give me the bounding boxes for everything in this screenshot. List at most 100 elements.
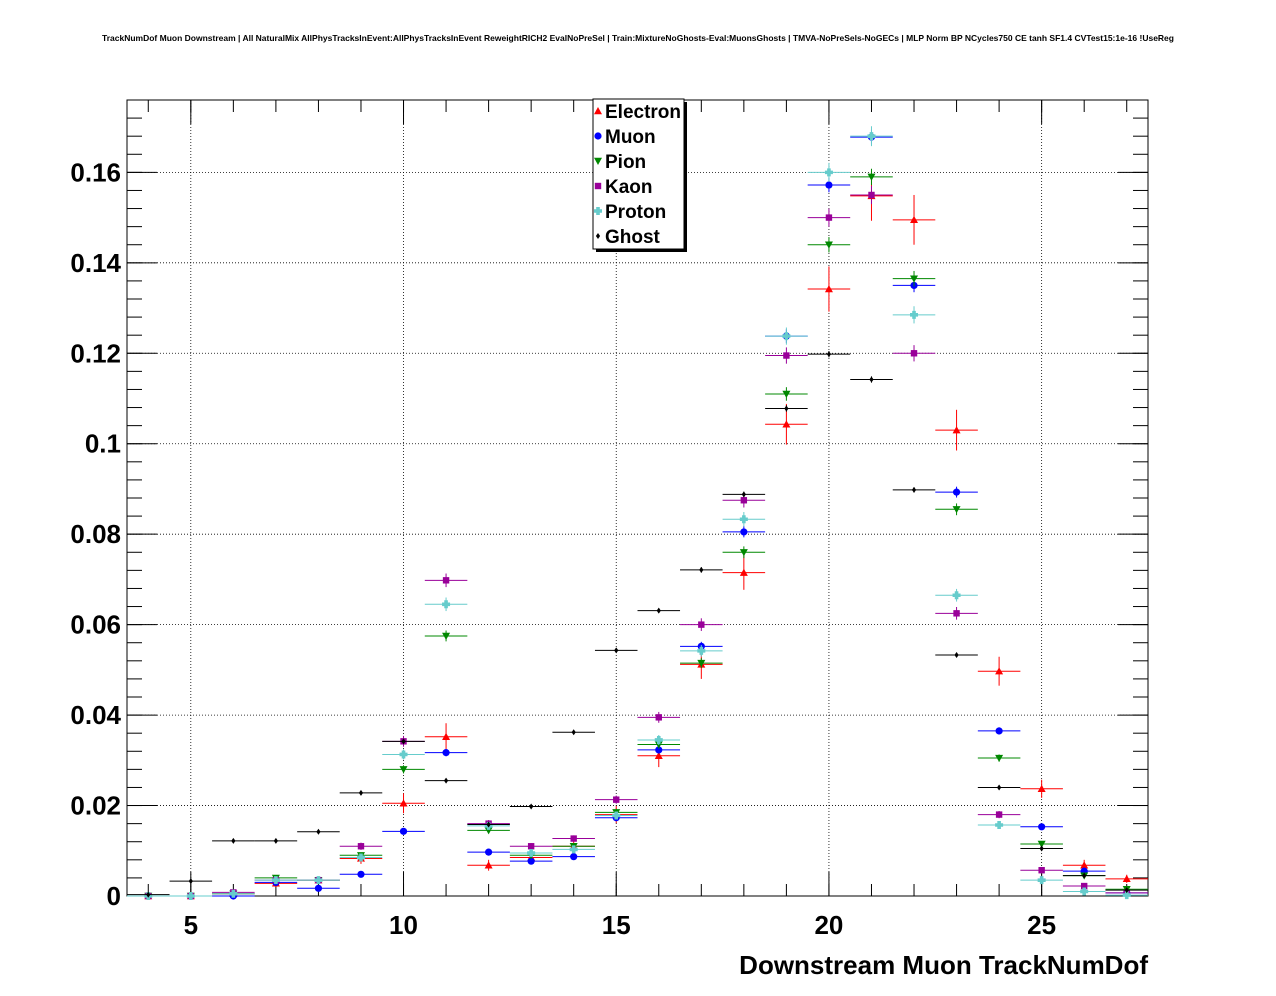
data-point (952, 506, 961, 514)
y-tick-label: 0.1 (85, 429, 121, 459)
data-point (529, 803, 534, 810)
data-point (911, 486, 917, 493)
data-point (952, 426, 961, 434)
y-tick-label: 0.08 (70, 519, 121, 549)
data-point (401, 738, 406, 745)
data-point (953, 610, 960, 617)
data-point (613, 796, 620, 803)
series-kaon (127, 185, 1148, 900)
data-point (442, 632, 451, 640)
plot-title: TrackNumDof Muon Downstream | All Natura… (102, 33, 1174, 43)
data-point (995, 754, 1004, 763)
y-tick-labels: 0 0.02 0.04 0.06 0.08 0.1 0.12 0.14 0.16 (70, 157, 121, 911)
data-point (741, 491, 746, 498)
data-point (784, 405, 789, 412)
data-point (273, 837, 278, 844)
data-point (186, 892, 195, 900)
x-axis-title: Downstream Muon TrackNumDof (739, 950, 1148, 980)
legend-marker (594, 182, 602, 190)
data-point (442, 749, 450, 757)
data-point (1122, 891, 1131, 900)
data-point (1037, 840, 1046, 848)
x-tick-label: 15 (602, 910, 631, 940)
data-point (399, 766, 408, 774)
data-point (231, 837, 236, 844)
data-point (527, 857, 535, 865)
data-point (316, 828, 321, 835)
data-point (910, 215, 919, 224)
data-point (995, 811, 1003, 818)
data-point (869, 376, 874, 383)
data-point (1124, 887, 1129, 894)
data-point (697, 646, 706, 655)
data-point (1080, 887, 1089, 896)
y-tick-label: 0.02 (70, 791, 121, 821)
legend-box (592, 98, 685, 250)
data-point (698, 621, 705, 628)
data-point (910, 275, 919, 283)
data-point (995, 667, 1004, 675)
data-point (569, 845, 578, 854)
data-point (1082, 872, 1087, 879)
data-point (954, 651, 959, 658)
data-point (442, 732, 451, 740)
data-point (443, 777, 449, 784)
legend: Electron Muon Pion Kaon Proton Ghost (592, 98, 687, 252)
legend-label: Kaon (605, 177, 653, 198)
data-point (824, 168, 833, 177)
y-tick-label: 0 (107, 881, 121, 911)
data-point (910, 350, 918, 357)
data-point (571, 729, 576, 736)
data-point (614, 647, 619, 654)
data-point (229, 889, 238, 898)
legend-label: Electron (605, 102, 681, 123)
data-point (655, 746, 663, 754)
y-tick-label: 0.14 (70, 248, 121, 278)
data-point (825, 214, 833, 221)
data-point (826, 351, 832, 358)
data-point (358, 789, 364, 796)
data-point (782, 332, 791, 341)
series-electron (127, 171, 1148, 900)
data-point (1038, 867, 1045, 874)
legend-marker (594, 207, 602, 215)
data-point (995, 820, 1004, 829)
y-tick-label: 0.04 (70, 700, 121, 730)
data-point (825, 181, 833, 189)
data-point (442, 577, 450, 584)
legend-marker (594, 157, 602, 165)
data-point (782, 390, 791, 398)
y-tick-label: 0.16 (70, 157, 121, 187)
data-point (612, 811, 621, 820)
data-point (997, 784, 1002, 791)
data-point (654, 735, 663, 744)
data-point (527, 849, 536, 858)
series-proton (127, 126, 1148, 900)
legend-label: Muon (605, 127, 656, 148)
data-point (486, 821, 491, 828)
data-point (146, 891, 151, 898)
x-tick-label: 25 (1027, 910, 1056, 940)
data-point (824, 285, 833, 293)
data-point (824, 241, 833, 249)
data-point (484, 827, 493, 835)
data-point (739, 568, 748, 576)
data-point (1080, 861, 1089, 869)
legend-label: Proton (605, 202, 666, 223)
data-point (1038, 823, 1046, 831)
data-point (356, 853, 365, 862)
data-point (357, 870, 365, 878)
data-point (697, 659, 706, 668)
legend-label: Pion (605, 152, 646, 173)
data-point (485, 848, 493, 856)
data-point (570, 835, 577, 842)
data-point (314, 884, 323, 892)
data-point (399, 827, 408, 835)
data-point (1039, 845, 1044, 852)
data-point (995, 727, 1003, 735)
x-tick-labels: 5 10 15 20 25 (184, 910, 1057, 940)
data-point (655, 714, 662, 721)
data-point (188, 878, 193, 885)
data-point (783, 352, 790, 359)
